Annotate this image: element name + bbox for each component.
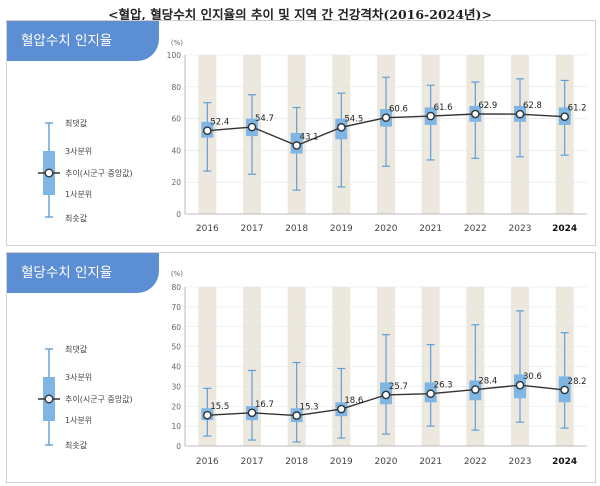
x-category-label: 2021	[419, 457, 442, 467]
median-value-label: 28.4	[478, 377, 497, 387]
x-category-label: 2019	[330, 457, 353, 467]
y-tick-label: 10	[171, 422, 181, 431]
legend-max: 최댓값	[65, 119, 88, 128]
median-point	[381, 113, 391, 122]
legend-min: 최솟값	[65, 441, 88, 450]
median-point	[337, 404, 346, 414]
median-value-label: 30.6	[523, 372, 542, 382]
x-category-label: 2018	[285, 224, 308, 234]
y-tick-label: 80	[171, 83, 181, 92]
page-title: <혈압, 혈당수치 인지율의 추이 및 지역 간 건강격차(2016-2024년…	[108, 7, 492, 22]
x-category-label: 2024	[552, 224, 577, 234]
legend-median: 추이(시군구 중앙값)	[65, 169, 133, 178]
legend-max: 최댓값	[65, 345, 88, 354]
y-tick-label: 80	[171, 283, 181, 292]
x-category-label: 2023	[509, 224, 532, 234]
median-value-label: 62.8	[523, 101, 542, 111]
median-point	[426, 111, 435, 121]
median-point	[471, 385, 480, 394]
y-tick-label: 40	[171, 146, 181, 155]
x-category-label: 2022	[464, 457, 487, 467]
x-category-label: 2022	[464, 224, 487, 234]
legend-q1: 1사분위	[65, 416, 93, 425]
median-value-label: 15.3	[300, 403, 319, 413]
median-point	[515, 109, 525, 119]
median-point	[203, 410, 212, 420]
y-tick-label: 60	[171, 115, 181, 124]
median-point	[560, 112, 569, 121]
chart-blood-sugar: 0 10 20 30 40 50 60 70 80 (%) 15.5 16.7 15.3 18.6 25.7…	[171, 270, 587, 467]
median-point	[247, 122, 257, 132]
median-value-label: 61.6	[434, 103, 453, 113]
median-value-label: 43.1	[300, 132, 319, 142]
median-point	[292, 411, 301, 420]
y-tick-label: 0	[176, 442, 181, 451]
median-value-label: 26.3	[434, 381, 453, 391]
y-tick-label: 20	[171, 178, 181, 187]
median-value-label: 28.2	[568, 377, 587, 387]
x-category-label: 2021	[419, 224, 442, 234]
median-value-label: 16.7	[255, 400, 274, 410]
x-category-label: 2017	[241, 224, 264, 234]
median-value-label: 54.7	[255, 114, 274, 124]
y-tick-label: 0	[176, 210, 181, 219]
y-unit-label: (%)	[171, 270, 183, 278]
y-tick-label: 100	[167, 51, 182, 60]
median-point	[247, 408, 257, 418]
x-category-label: 2024	[552, 457, 577, 467]
median-value-label: 52.4	[210, 118, 229, 128]
x-category-label: 2020	[375, 457, 398, 467]
y-tick-label: 70	[171, 303, 181, 312]
median-value-label: 54.5	[344, 114, 363, 124]
median-point	[471, 109, 480, 119]
chart-blood-pressure: 0 20 40 60 80 100 (%) 52.4 54.7 43.1 54.5 60.6 61.6 6…	[167, 39, 587, 234]
y-tick-label: 60	[171, 323, 181, 332]
panel-blood-pressure: 혈압수치 인지율 최댓값 3사분위 추이(시군구 중앙값) 1사분위 최솟값 0…	[6, 20, 596, 246]
x-category-label: 2019	[330, 224, 353, 234]
median-value-label: 18.6	[344, 396, 363, 406]
legend-bp: 최댓값 3사분위 추이(시군구 중앙값) 1사분위 최솟값	[7, 63, 159, 243]
median-value-label: 62.9	[478, 101, 497, 111]
median-point	[515, 380, 525, 390]
median-point	[292, 141, 301, 150]
y-unit-label: (%)	[171, 39, 183, 47]
legend-q3: 3사분위	[65, 147, 93, 156]
y-tick-label: 30	[171, 382, 181, 391]
legend-median: 추이(시군구 중앙값)	[65, 395, 133, 404]
median-point	[381, 390, 391, 400]
y-tick-label: 40	[171, 363, 181, 372]
median-value-label: 25.7	[389, 382, 408, 392]
x-category-label: 2016	[196, 457, 219, 467]
y-tick-label: 50	[171, 343, 181, 352]
x-category-label: 2020	[375, 224, 398, 234]
legend-bp-graphic	[38, 122, 60, 218]
panel-blood-sugar: 혈당수치 인지율 최댓값 3사분위 추이(시군구 중앙값) 1사분위 최솟값 0…	[6, 252, 596, 483]
legend-min: 최솟값	[65, 214, 88, 223]
panel-title-bs: 혈당수치 인지율	[7, 253, 159, 293]
median-point	[426, 389, 435, 399]
median-point	[337, 123, 346, 132]
x-category-label: 2016	[196, 224, 219, 234]
x-category-label: 2017	[241, 457, 264, 467]
legend-q3: 3사분위	[65, 373, 93, 382]
y-tick-label: 20	[171, 402, 181, 411]
x-category-label: 2023	[509, 457, 532, 467]
legend-q1: 1사분위	[65, 190, 93, 199]
median-point	[560, 385, 569, 395]
median-value-label: 15.5	[210, 402, 229, 412]
median-point	[203, 126, 212, 135]
legend-bs: 최댓값 3사분위 추이(시군구 중앙값) 1사분위 최솟값	[7, 297, 159, 477]
median-value-label: 60.6	[389, 105, 408, 115]
median-value-label: 61.2	[568, 104, 587, 114]
panel-title-bp: 혈압수치 인지율	[7, 21, 159, 61]
legend-bs-graphic	[38, 348, 60, 446]
x-category-label: 2018	[285, 457, 308, 467]
